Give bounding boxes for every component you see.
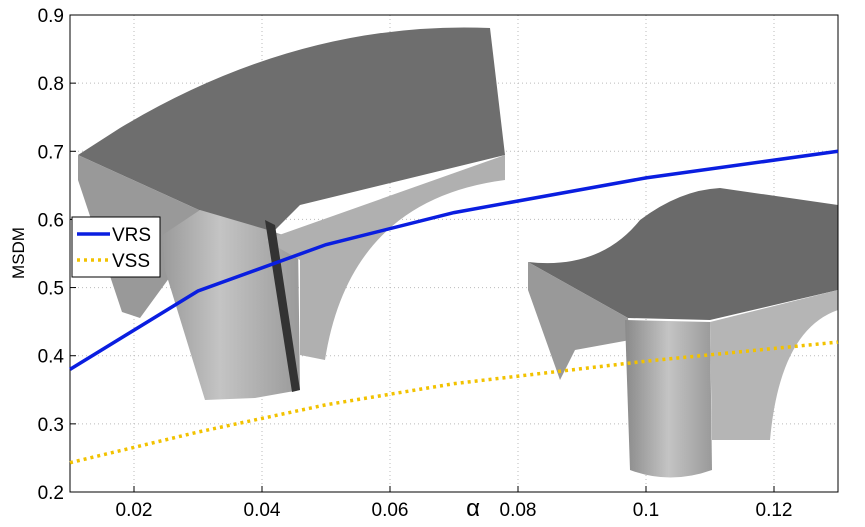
x-tick-label: 0.12	[756, 500, 793, 521]
legend-label: VRS	[112, 225, 151, 246]
x-tick-label: 0.1	[633, 500, 659, 521]
y-axis-label: MSDM	[9, 227, 28, 279]
y-tick-label: 0.9	[38, 6, 64, 27]
x-tick-label: 0.02	[116, 500, 153, 521]
y-tick-label: 0.5	[38, 279, 64, 300]
plot-frame	[69, 14, 839, 493]
x-tick-label: 0.04	[244, 500, 281, 521]
legend-label: VSS	[112, 251, 150, 272]
legend-box	[71, 216, 161, 278]
series-line	[69, 340, 839, 465]
y-tick-label: 0.2	[38, 483, 64, 504]
y-tick-label: 0.4	[38, 347, 65, 368]
y-tick-label: 0.7	[38, 142, 64, 163]
render-right	[528, 188, 838, 478]
x-tick-label: 0.06	[372, 500, 409, 521]
series-line	[69, 149, 839, 371]
y-tick-label: 0.3	[38, 415, 64, 436]
y-tick-label: 0.8	[38, 74, 64, 95]
x-tick-label: 0.08	[500, 500, 537, 521]
y-tick-label: 0.6	[38, 210, 64, 231]
x-axis-label: α	[466, 495, 480, 522]
